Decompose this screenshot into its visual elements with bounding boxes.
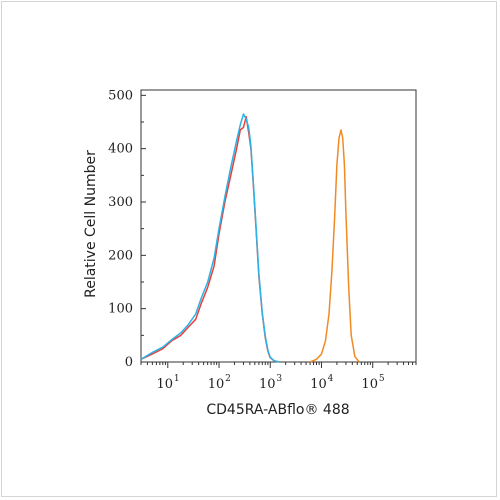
x-tick-exponent: 3 <box>276 374 282 384</box>
y-tick-label: 100 <box>108 302 133 317</box>
x-tick-label: 10 <box>157 377 174 392</box>
x-tick-label: 10 <box>361 377 378 392</box>
x-axis: 10 1 10 2 10 3 10 4 10 5 <box>140 362 417 392</box>
plot-area <box>140 89 417 363</box>
x-tick-exponent: 2 <box>225 374 231 384</box>
series-layer <box>140 113 360 363</box>
y-tick-label: 0 <box>125 355 133 370</box>
y-tick-label: 400 <box>108 142 133 157</box>
series-line-3 <box>309 129 360 363</box>
x-tick-label: 10 <box>208 377 225 392</box>
series-line-1 <box>140 115 280 363</box>
x-tick-exponent: 5 <box>379 374 385 384</box>
x-tick-label: 10 <box>310 377 327 392</box>
x-axis-label: CD45RA-ABflo® 488 <box>206 402 349 418</box>
y-tick-label: 300 <box>108 195 133 210</box>
series-line-2 <box>140 113 280 363</box>
y-tick-label: 500 <box>108 88 133 103</box>
x-tick-exponent: 4 <box>328 374 334 384</box>
y-axis-label: Relative Cell Number <box>83 150 99 298</box>
x-tick-exponent: 1 <box>174 374 180 384</box>
x-tick-label: 10 <box>259 377 276 392</box>
y-axis: 0 100 200 300 400 500 <box>108 88 146 370</box>
y-tick-label: 200 <box>108 248 133 263</box>
